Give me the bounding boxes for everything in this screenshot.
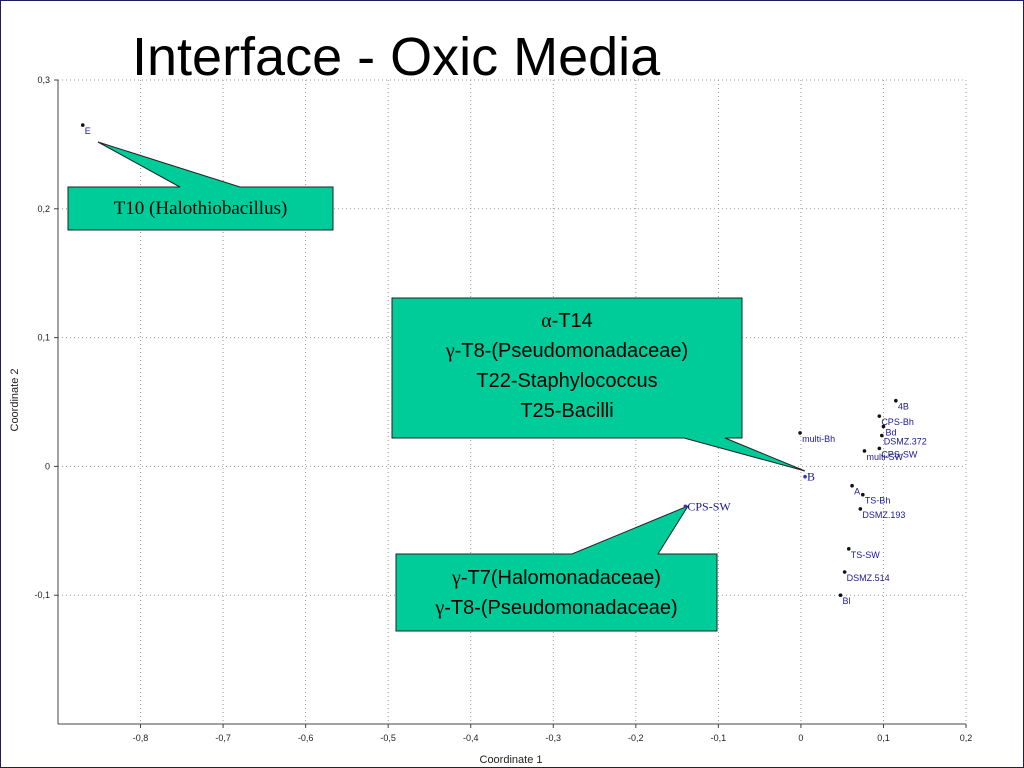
data-point-label: Bl [843, 596, 851, 606]
callout-alpha-line: γ-T8-(Pseudomonadaceae) [392, 336, 742, 366]
data-point-label: DSMZ.193 [862, 510, 905, 520]
axis-layer: Coordinate 1 Coordinate 2 [9, 80, 966, 766]
data-point [877, 414, 882, 418]
data-point-label: CPS-SW [881, 449, 918, 459]
data-point [842, 570, 847, 574]
y-tick-label: 0,3 [37, 75, 50, 85]
x-axis-label: Coordinate 1 [480, 754, 543, 766]
slide-title: Interface - Oxic Media [132, 27, 661, 87]
data-point-label: 4B [898, 402, 909, 412]
callout-alpha-line: T22-Staphylococcus [392, 366, 742, 396]
data-point [862, 449, 867, 453]
data-point-label: TS-SW [851, 550, 881, 560]
data-point [683, 504, 688, 509]
data-point [850, 483, 854, 488]
gamma-symbol: γ [445, 340, 455, 362]
x-tick-label: -0,5 [380, 733, 396, 743]
callout-gamma-line: γ-T8-(Pseudomonadaceae) [396, 593, 717, 623]
x-tick-label: -0,6 [298, 733, 314, 743]
x-tick-label: -0,4 [463, 733, 479, 743]
x-tick-label: 0,2 [960, 733, 973, 743]
y-tick-label: 0,2 [37, 204, 50, 214]
callout-gamma-line: γ-T7(Halomonadaceae) [396, 563, 717, 593]
callout-alpha-line: α-T14 [392, 306, 742, 336]
data-point-label: CPS-SW [687, 499, 731, 513]
data-point-label: A [854, 487, 860, 497]
data-point-label: B [807, 470, 815, 484]
callout-t10-line: T10 (Halothiobacillus) [113, 198, 288, 219]
callout-t10-shape [67, 141, 334, 231]
data-point-label: E [85, 126, 91, 136]
callout-gamma-line-text: -T7(Halomonadaceae) [460, 567, 661, 589]
x-tick-label: 0,1 [877, 733, 890, 743]
y-tick-label: 0 [45, 461, 50, 471]
data-point-label: CPS-Bh [881, 417, 914, 427]
callout-alpha-line-text: -T8-(Pseudomonadaceae) [454, 340, 689, 362]
data-point-label: Bd [885, 427, 896, 437]
callout-alpha-line: T25-Bacilli [392, 396, 742, 426]
data-point [881, 424, 886, 429]
callout-alpha-line-text: -T14 [551, 310, 593, 332]
callout-alpha-shape [391, 297, 806, 472]
y-axis-label: Coordinate 2 [9, 369, 21, 432]
data-point [838, 593, 843, 597]
y-tick-label: -0,1 [34, 590, 50, 600]
data-point [858, 507, 863, 511]
data-point [880, 433, 884, 438]
point-layer: E4BCPS-BhBdDSMZ.372multi-BhCPS-SWmulti-S… [80, 123, 927, 606]
callout-alpha-line-text: T22-Staphylococcus [476, 370, 658, 392]
callout-gamma-shape [395, 504, 718, 632]
data-point [846, 547, 851, 551]
tick-layer: -0,8 -0,7 -0,6 -0,5 -0,4 -0,3 -0,2 -0,1 0 0,1 0,2 0… [34, 75, 972, 743]
x-tick-label: -0,8 [133, 733, 149, 743]
gamma-symbol: γ [435, 597, 445, 619]
x-tick-label: -0,1 [711, 733, 727, 743]
data-point [798, 431, 802, 435]
callout-gamma-line-text: -T8-(Pseudomonadaceae) [444, 597, 678, 619]
callout-t10-text: T10 (Halothiobacillus) [68, 194, 333, 224]
x-tick-label: -0,2 [628, 733, 644, 743]
gamma-symbol: γ [452, 567, 461, 589]
data-point [80, 123, 85, 127]
callout-gamma-text: γ-T7(Halomonadaceae) γ-T8-(Pseudomonadac… [396, 563, 717, 623]
data-point [877, 446, 882, 451]
x-tick-label: 0 [798, 733, 803, 743]
data-point [803, 474, 807, 479]
alpha-symbol: α [541, 310, 552, 332]
data-point [894, 398, 898, 403]
y-tick-label: 0,1 [37, 333, 50, 343]
data-point-label: DSMZ.514 [847, 573, 890, 583]
x-tick-label: -0,7 [215, 733, 231, 743]
callout-alpha-text: α-T14 γ-T8-(Pseudomonadaceae) T22-Staphy… [392, 306, 742, 426]
x-tick-label: -0,3 [546, 733, 562, 743]
data-point-label: multi-Bh [802, 434, 835, 444]
data-point [861, 492, 865, 497]
data-point-label: DSMZ.372 [884, 436, 927, 446]
data-point-label: TS-Bh [865, 496, 891, 506]
callout-alpha-line-text: T25-Bacilli [520, 400, 614, 422]
data-point-label: multi-SW [866, 452, 903, 462]
